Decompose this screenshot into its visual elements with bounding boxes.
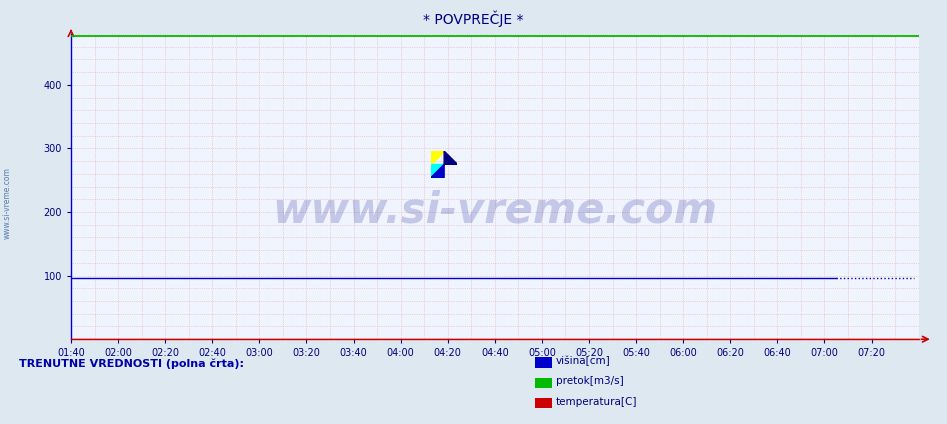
Polygon shape xyxy=(431,165,444,178)
Text: www.si-vreme.com: www.si-vreme.com xyxy=(3,167,12,240)
Text: višina[cm]: višina[cm] xyxy=(556,356,611,366)
Text: www.si-vreme.com: www.si-vreme.com xyxy=(273,190,717,232)
Text: pretok[m3/s]: pretok[m3/s] xyxy=(556,376,624,386)
Polygon shape xyxy=(444,151,457,165)
Text: temperatura[C]: temperatura[C] xyxy=(556,396,637,407)
Polygon shape xyxy=(431,151,444,165)
Text: * POVPREČJE *: * POVPREČJE * xyxy=(423,11,524,27)
Text: TRENUTNE VREDNOSTI (polna črta):: TRENUTNE VREDNOSTI (polna črta): xyxy=(19,358,244,369)
Polygon shape xyxy=(431,165,444,178)
